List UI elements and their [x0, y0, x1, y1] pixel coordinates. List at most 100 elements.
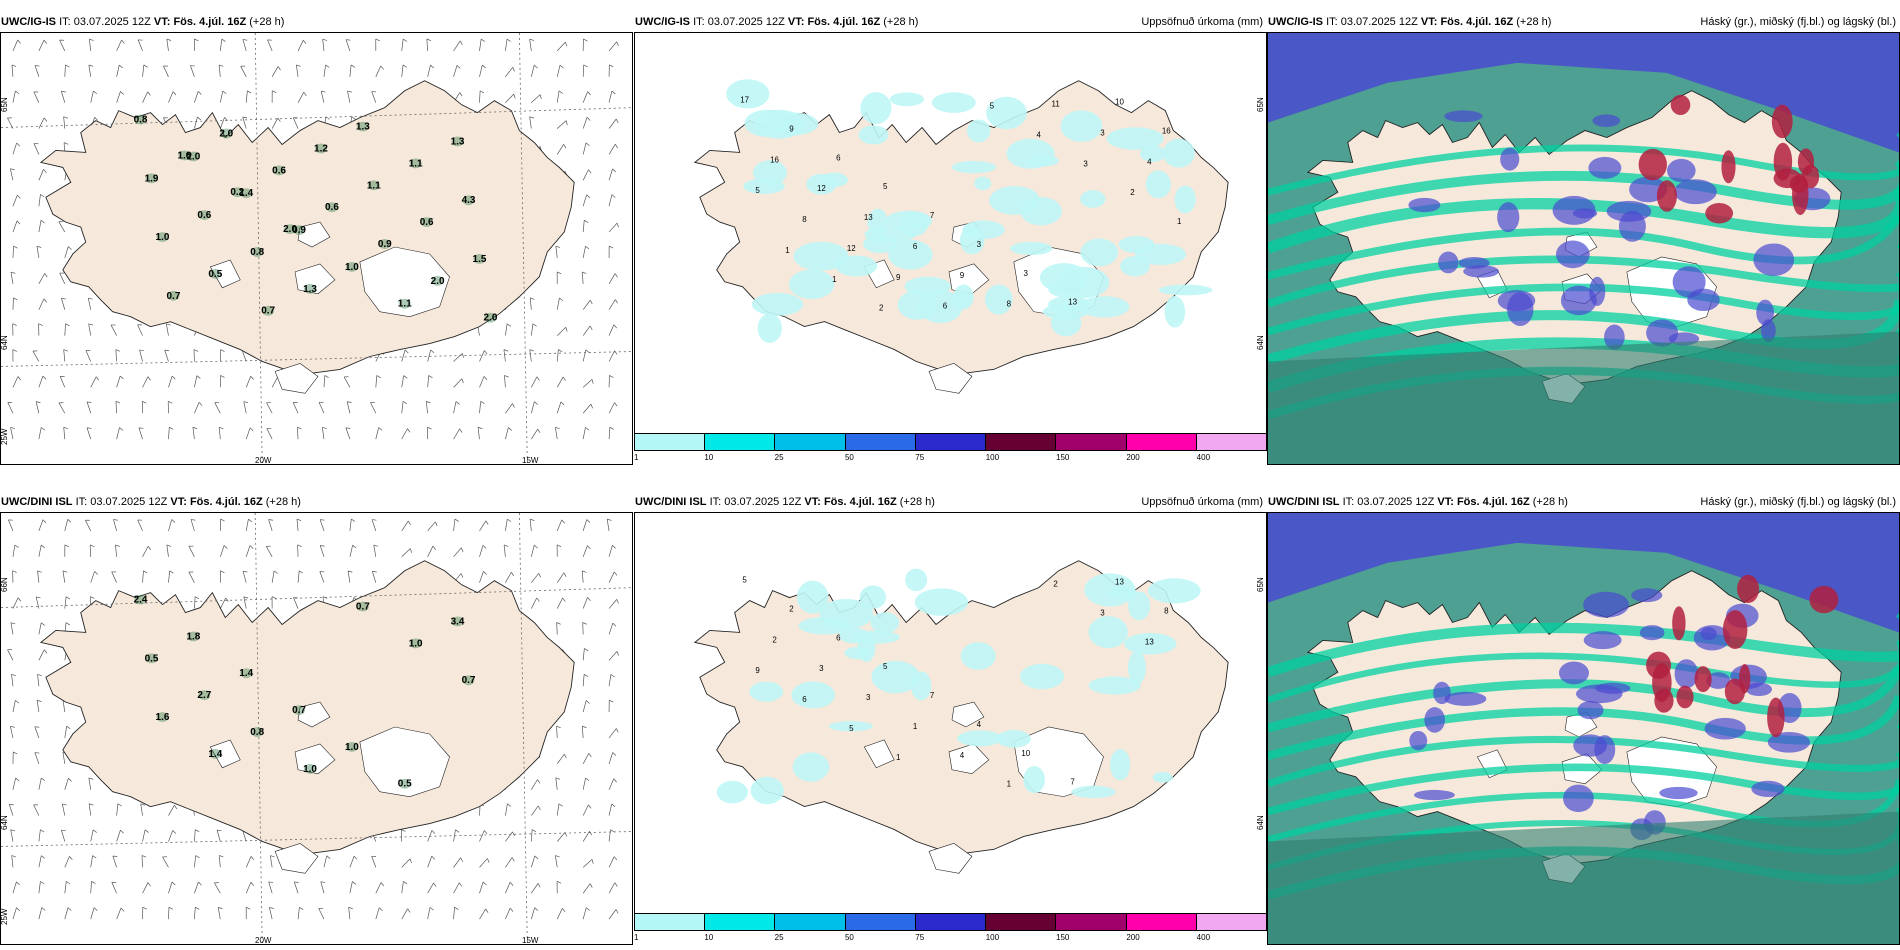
precip-patch	[828, 721, 873, 732]
precip-cell	[462, 195, 475, 206]
wind-barb	[427, 830, 436, 842]
wind-barb	[427, 545, 436, 557]
colorbar-segment	[1126, 434, 1197, 450]
precip-cell	[231, 187, 244, 198]
panel-header: UWC/DINI ISL IT: 03.07.2025 12Z VT: Fös.…	[1267, 490, 1900, 512]
colorbar-label: 100	[985, 933, 1000, 942]
precip-patch	[986, 96, 1027, 130]
vt-label: VT:	[1437, 496, 1454, 508]
accum-value: 9	[789, 125, 794, 134]
wind-barb	[375, 882, 385, 894]
precip-cell	[251, 247, 264, 257]
high-cloud-cell	[1674, 659, 1699, 689]
longitude-line	[254, 513, 263, 944]
wind-barb	[219, 38, 226, 51]
precip-cell	[356, 121, 369, 132]
precip-cell	[145, 173, 158, 184]
init-time: 03.07.2025 12Z	[707, 16, 785, 28]
wind-barb	[401, 38, 408, 51]
high-cloud-cell	[1666, 158, 1696, 183]
wind-barb	[188, 571, 195, 583]
panel-header: UWC/DINI ISL IT: 03.07.2025 12Z VT: Fös.…	[634, 490, 1267, 512]
accum-value: 13	[864, 213, 873, 222]
precip-patch	[889, 92, 925, 107]
wind-barb	[142, 882, 151, 894]
precip-value: 0.7	[356, 602, 370, 613]
precip-cell	[451, 616, 464, 627]
high-cloud-cell	[1639, 625, 1665, 641]
precip-patch	[835, 255, 878, 277]
wind-barb	[347, 570, 353, 583]
colorbar-label: 400	[1196, 933, 1211, 942]
precip-value: 1.4	[239, 188, 253, 199]
glacier	[928, 843, 973, 874]
dense-cloud-cell	[1773, 168, 1802, 189]
lat-label: 65N	[1256, 577, 1265, 592]
it-label: IT:	[59, 16, 71, 28]
precip-cell	[484, 312, 497, 323]
wind-barb	[582, 38, 588, 51]
model-name: UWC/IG-IS	[635, 16, 690, 28]
wind-barb	[608, 651, 619, 661]
wind-barb	[453, 518, 459, 531]
init-time: 03.07.2025 12Z	[1340, 16, 1418, 28]
high-cloud-cell	[1500, 147, 1520, 171]
map-frame	[1267, 32, 1900, 465]
wind-barb	[12, 751, 18, 764]
wind-barb	[38, 855, 46, 868]
colorbar-label: 1	[634, 453, 639, 462]
init-time: 03.07.2025 12Z	[90, 496, 168, 508]
lat-label: 64N	[0, 335, 9, 350]
wind-barb	[167, 400, 173, 414]
wind-barb	[608, 402, 618, 414]
wind-barb	[608, 674, 615, 687]
wind-barb	[531, 597, 540, 609]
wind-barb	[608, 622, 617, 635]
valid-time: Fös. 4.júl. 16Z	[823, 496, 897, 508]
latitude-line	[1, 831, 632, 847]
panel-accum-dini: UWC/DINI ISL IT: 03.07.2025 12Z VT: Fös.…	[634, 490, 1267, 945]
colorbar-segment	[915, 434, 987, 450]
colorbar-segment	[635, 434, 706, 450]
wind-barb	[245, 90, 252, 103]
precip-patch	[1110, 748, 1131, 781]
accum-value: 16	[1162, 127, 1171, 136]
wind-barb	[582, 673, 589, 687]
wind-barb	[192, 426, 198, 440]
wind-barb	[582, 622, 587, 635]
precip-cell	[198, 210, 211, 221]
wind-barb	[529, 38, 534, 51]
wind-barb	[581, 570, 587, 583]
wind-barb	[38, 194, 45, 207]
wind-barb	[479, 830, 488, 842]
wind-barb	[64, 907, 72, 920]
wind-barb	[479, 38, 486, 51]
accum-value: 1	[1007, 780, 1012, 789]
wind-barb	[556, 908, 566, 920]
wind-barb	[556, 753, 567, 765]
wind-barb	[556, 376, 566, 388]
dense-cloud-cell	[1670, 94, 1691, 116]
lead-time: (+28 h)	[899, 496, 935, 508]
wind-barb	[323, 375, 329, 388]
wind-barb	[608, 571, 618, 583]
dense-cloud-cell	[1646, 651, 1672, 679]
accum-value: 3	[819, 664, 824, 673]
precip-value: 1.5	[473, 254, 487, 265]
precip-patch	[1080, 190, 1106, 208]
vt-label: VT:	[153, 16, 171, 28]
accum-value: 2	[879, 304, 884, 313]
wind-barb	[556, 271, 562, 284]
accum-value: 6	[943, 302, 948, 311]
wind-barb	[582, 403, 593, 414]
map-frame	[1267, 512, 1900, 945]
wind-barb	[142, 570, 148, 583]
wind-barb	[296, 518, 302, 531]
wind-barb	[556, 326, 568, 336]
wind-barb	[35, 596, 41, 609]
high-cloud-cell	[1646, 319, 1679, 347]
wind-barb	[345, 39, 351, 52]
wind-barb	[348, 906, 353, 920]
panel-header: UWC/IG-IS IT: 03.07.2025 12Z VT: Fös. 4.…	[0, 10, 633, 32]
wind-barb	[401, 829, 406, 842]
